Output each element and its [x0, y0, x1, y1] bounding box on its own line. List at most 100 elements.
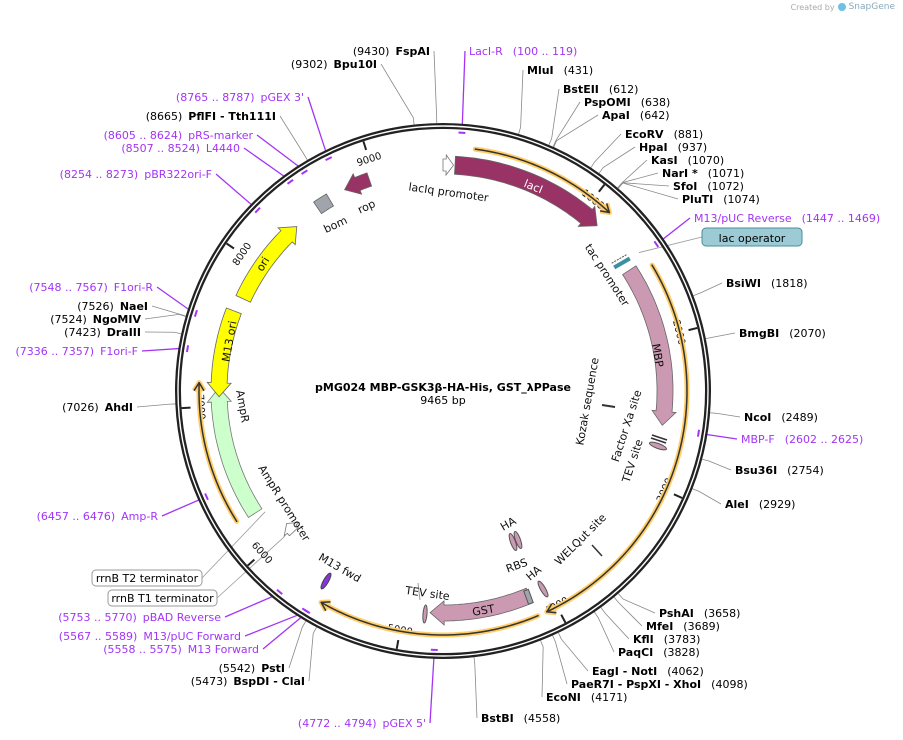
leader-line — [518, 69, 524, 135]
kozak-mark[interactable] — [601, 404, 616, 408]
enzyme-site-apai[interactable]: ApaI (642) — [602, 109, 670, 122]
factor-xa-mark-2 — [650, 437, 667, 444]
leader-line — [429, 652, 435, 724]
enzyme-site-ecorv[interactable]: EcoRV (881) — [625, 128, 703, 141]
enzyme-site-kfli[interactable]: KflI (3783) — [633, 633, 700, 646]
leader-line — [710, 412, 741, 418]
label-gst[interactable]: GST — [471, 602, 495, 619]
primer-pgex-5-[interactable]: (4772 .. 4794) pGEX 5' — [298, 717, 426, 730]
enzyme-site-kasi[interactable]: KasI (1070) — [651, 154, 724, 167]
enzyme-site-econi[interactable]: EcoNI (4171) — [546, 691, 627, 704]
boxed-label-rrnb-t2-terminator[interactable]: rrnB T2 terminator — [91, 569, 203, 587]
primer-amp-r[interactable]: (6457 .. 6476) Amp-R — [37, 510, 159, 523]
tick-mark — [598, 184, 606, 193]
feature-m13-ori[interactable] — [206, 307, 242, 398]
tev-site-mark[interactable] — [648, 441, 668, 452]
tick-label: 8000 — [231, 241, 254, 268]
label-welqut[interactable]: WELQut site — [552, 511, 609, 568]
boxed-label-rrnb-t1-terminator[interactable]: rrnB T1 terminator — [107, 589, 218, 607]
enzyme-site-mfei[interactable]: MfeI (3689) — [646, 620, 720, 633]
primer-m13-forward[interactable]: (5558 .. 5575) M13 Forward — [103, 643, 259, 656]
orf-arc[interactable] — [318, 599, 541, 638]
enzyme-site-eagi[interactable]: EagI - NotI (4062) — [592, 665, 704, 678]
enzyme-site-ngomiv[interactable]: (7524) NgoMIV — [50, 313, 141, 326]
welqut-mark[interactable] — [591, 544, 603, 557]
enzyme-site-bstbi[interactable]: BstBI (4558) — [481, 712, 560, 725]
enzyme-site-mlui[interactable]: MluI (431) — [527, 64, 593, 77]
primer-pbr322ori-f[interactable]: (8254 .. 8273) pBR322ori-F — [60, 168, 212, 181]
primer-pgex-3-[interactable]: (8765 .. 8787) pGEX 3' — [176, 91, 304, 104]
primer-site-mark — [301, 169, 308, 175]
orf-arc[interactable] — [472, 146, 612, 215]
enzyme-site-bmgbi[interactable]: BmgBI (2070) — [739, 327, 826, 340]
label-kozak[interactable]: Kozak sequence — [573, 356, 601, 446]
ha-mark-2[interactable] — [513, 530, 524, 550]
primer-l4440[interactable]: (8507 .. 8524) L4440 — [121, 142, 240, 155]
tac-promoter-mark[interactable] — [611, 253, 631, 270]
ha-mark-3[interactable] — [536, 580, 549, 598]
primer-f1ori-r[interactable]: (7548 .. 7567) F1ori-R — [29, 281, 153, 294]
boxed-label-lac-operator[interactable]: lac operator — [701, 227, 803, 247]
primer-laci-r[interactable]: LacI-R (100 .. 119) — [469, 45, 577, 58]
label-ampr-promoter[interactable]: AmpR promoter — [255, 463, 313, 544]
feature-gst[interactable] — [429, 587, 534, 626]
label-rop[interactable]: rop — [356, 197, 378, 216]
enzyme-site-fspai[interactable]: (9430) FspAI — [353, 45, 430, 58]
feature-mbp[interactable] — [622, 265, 677, 426]
feature-laci[interactable] — [454, 155, 598, 227]
label-tev-site-2[interactable]: TEV site — [404, 584, 451, 603]
label-ori[interactable]: ori — [254, 255, 273, 274]
feature-laciq-promoter[interactable] — [442, 153, 454, 177]
feature-ori[interactable] — [235, 226, 298, 303]
primer-site-mark — [653, 240, 660, 248]
feature-ampr-promoter[interactable] — [283, 522, 301, 538]
leader-line — [594, 611, 615, 653]
enzyme-site-pluti[interactable]: PluTI (1074) — [682, 193, 760, 206]
enzyme-site-bsiwi[interactable]: BsiWI (1818) — [726, 277, 808, 290]
enzyme-site-ahdi[interactable]: (7026) AhdI — [62, 401, 133, 414]
orf-arc[interactable] — [544, 262, 690, 616]
enzyme-site-naei[interactable]: (7526) NaeI — [77, 300, 148, 313]
leader-line — [308, 627, 317, 682]
label-lacIq-promoter[interactable]: lacIq promoter — [408, 180, 490, 204]
enzyme-site-psti[interactable]: (5542) PstI — [219, 662, 285, 675]
enzyme-site-bsteii[interactable]: BstEII (612) — [563, 83, 638, 96]
label-ha-1[interactable]: HA — [498, 514, 519, 533]
enzyme-site-draiii[interactable]: (7423) DraIII — [64, 326, 141, 339]
primer-prs-marker[interactable]: (8605 .. 8624) pRS-marker — [104, 129, 254, 142]
enzyme-site-bspdi[interactable]: (5473) BspDI - ClaI — [191, 675, 305, 688]
m13-fwd-mark[interactable] — [319, 572, 332, 590]
enzyme-site-hpai[interactable]: HpaI (937) — [639, 141, 707, 154]
primer-pbad-reverse[interactable]: (5753 .. 5770) pBAD Reverse — [58, 611, 221, 624]
label-MBP[interactable]: MBP — [649, 343, 666, 369]
primer-f1ori-f[interactable]: (7336 .. 7357) F1ori-F — [16, 345, 139, 358]
label-ampr[interactable]: AmpR — [233, 389, 252, 424]
enzyme-site-ncoi[interactable]: NcoI (2489) — [744, 411, 818, 424]
enzyme-site-paqci[interactable]: PaqCI (3828) — [618, 646, 700, 659]
feature-rop[interactable] — [344, 172, 373, 195]
factor-xa-mark[interactable] — [651, 434, 668, 441]
enzyme-site-pflfi[interactable]: (8665) PflFI - Tth111I — [146, 110, 276, 123]
leader-line — [658, 217, 691, 243]
label-bom[interactable]: bom — [322, 214, 350, 236]
feature-ampr[interactable] — [206, 387, 263, 519]
enzyme-site-bpu10i[interactable]: (9302) Bpu10I — [291, 58, 377, 71]
rbs-mark[interactable] — [523, 588, 534, 605]
leader-line — [461, 50, 466, 130]
tick-mark — [225, 242, 235, 250]
tev-site-mark-2[interactable] — [422, 604, 428, 624]
small-marks — [319, 253, 668, 624]
orf-arc[interactable] — [191, 380, 240, 524]
primer-m13-puc-reverse[interactable]: M13/pUC Reverse (1447 .. 1469) — [694, 212, 880, 225]
enzyme-site-pspomi[interactable]: PspOMI (638) — [584, 96, 670, 109]
enzyme-site-alei[interactable]: AleI (2929) — [725, 498, 795, 511]
enzyme-site-nari[interactable]: NarI * (1071) — [662, 167, 744, 180]
enzyme-site-pshai[interactable]: PshAI (3658) — [659, 607, 740, 620]
primer-m13-puc-forward[interactable]: (5567 .. 5589) M13/pUC Forward — [59, 630, 241, 643]
enzyme-site-bsu36i[interactable]: Bsu36I (2754) — [735, 464, 824, 477]
enzyme-site-paer7i[interactable]: PaeR7I - PspXI - XhoI (4098) — [571, 678, 748, 691]
primer-mbp-f[interactable]: MBP-F (2602 .. 2625) — [741, 433, 863, 446]
feature-bom[interactable] — [313, 193, 335, 215]
enzyme-site-sfoi[interactable]: SfoI (1072) — [673, 180, 744, 193]
